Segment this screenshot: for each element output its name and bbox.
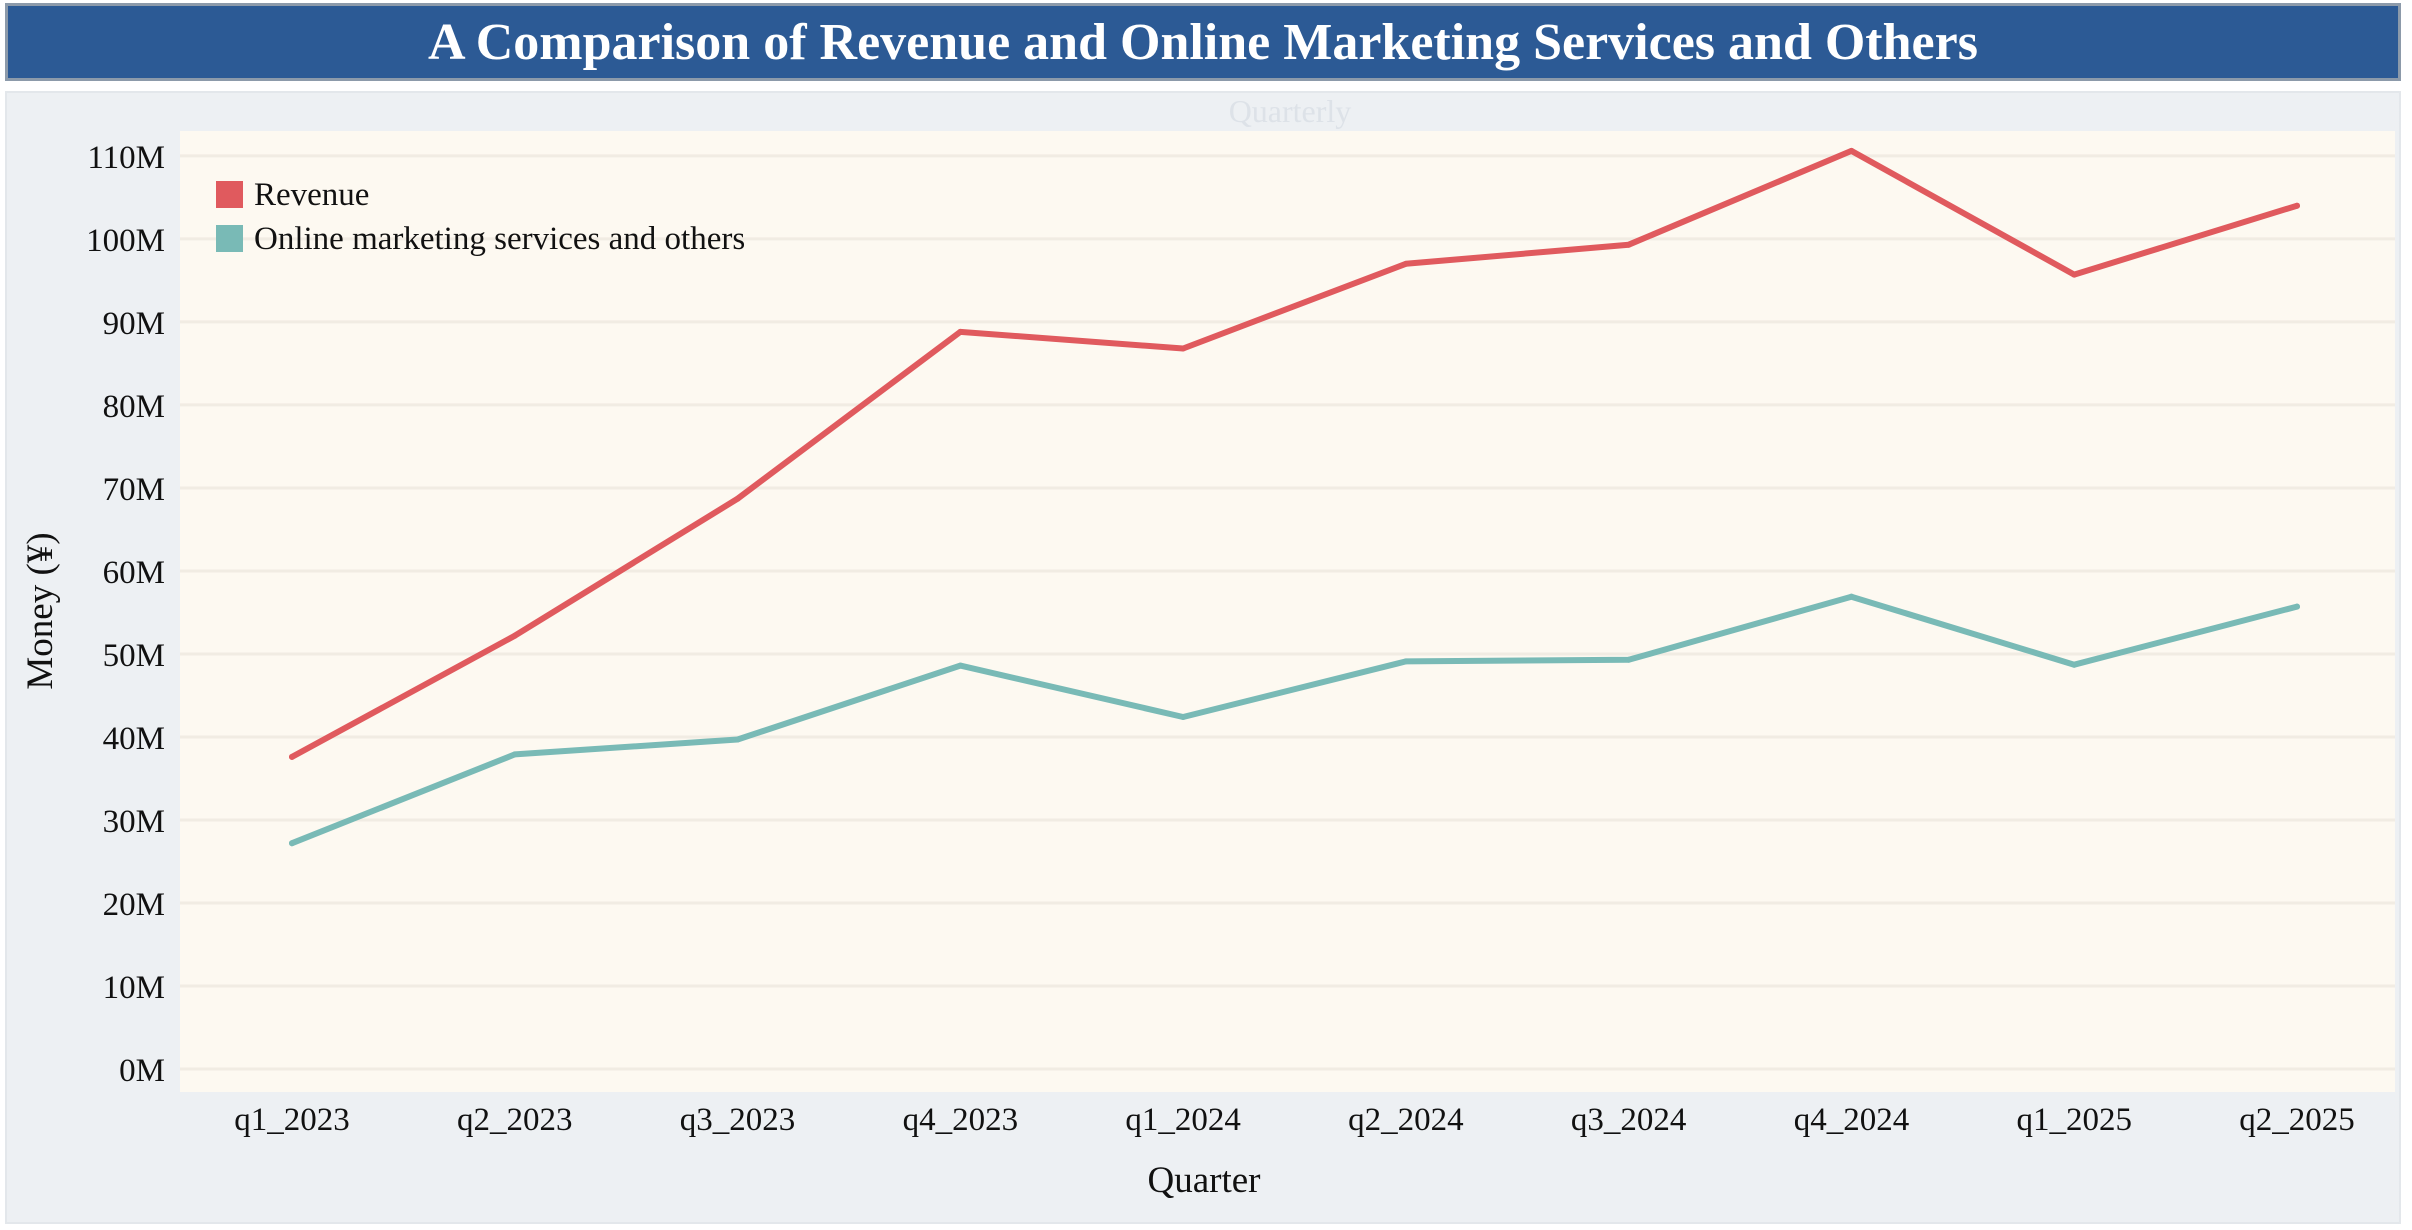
- series-lines: [289, 147, 2300, 847]
- x-axis: q1_2023 q2_2023 q3_2023 q4_2023 q1_2024 q2_20…: [234, 1102, 2355, 1138]
- x-tick-label: q1_2025: [2016, 1102, 2132, 1138]
- legend-swatch: [216, 225, 243, 252]
- legend-swatch: [216, 181, 243, 208]
- data-point: [511, 632, 518, 639]
- y-tick-label: 10M: [103, 970, 165, 1006]
- legend: Revenue Online marketing services and oth…: [216, 177, 745, 257]
- x-tick-label: q4_2024: [1794, 1102, 1910, 1138]
- plot-area: [180, 131, 2395, 1092]
- y-tick-label: 20M: [103, 887, 165, 923]
- series-line-1: [289, 593, 2300, 847]
- y-tick-label: 110M: [87, 140, 165, 176]
- data-point: [734, 736, 741, 743]
- y-tick-label: 0M: [119, 1053, 165, 1089]
- data-point: [2071, 661, 2078, 668]
- y-tick-label: 50M: [103, 638, 165, 674]
- x-tick-label: q3_2024: [1571, 1102, 1687, 1138]
- x-tick-label: q1_2023: [234, 1102, 350, 1138]
- data-point: [2071, 271, 2078, 278]
- series-line-0: [289, 147, 2300, 760]
- chart-title: A Comparison of Revenue and Online Marke…: [428, 13, 1978, 71]
- y-tick-label: 100M: [86, 223, 165, 259]
- x-tick-label: q2_2023: [457, 1102, 573, 1138]
- data-point: [957, 662, 964, 669]
- data-point: [734, 495, 741, 502]
- grid-lines: [180, 154, 2395, 1071]
- y-axis-title: Money (¥): [20, 532, 61, 689]
- legend-label: Online marketing services and others: [254, 221, 745, 257]
- x-tick-label: q2_2024: [1348, 1102, 1464, 1138]
- data-point: [1180, 714, 1187, 721]
- y-axis: 0M 10M 20M 30M 40M 50M 60M 70M 80M 90M 100M 110M: [86, 140, 165, 1089]
- data-point: [289, 840, 295, 847]
- data-point: [2294, 603, 2300, 610]
- chart-subtitle: Quarterly: [1229, 93, 1352, 129]
- legend-label: Revenue: [254, 177, 369, 213]
- data-point: [1848, 593, 1855, 600]
- y-tick-label: 90M: [103, 306, 165, 342]
- y-tick-label: 30M: [103, 804, 165, 840]
- x-tick-label: q1_2024: [1125, 1102, 1241, 1138]
- data-point: [1180, 345, 1187, 352]
- data-point: [1625, 241, 1632, 248]
- data-point: [511, 751, 518, 758]
- data-point: [289, 753, 295, 760]
- data-point: [1625, 656, 1632, 663]
- data-point: [1402, 260, 1409, 267]
- y-tick-label: 40M: [103, 721, 165, 757]
- data-point: [1848, 147, 1855, 154]
- y-tick-label: 70M: [103, 472, 165, 508]
- x-axis-title: Quarter: [1148, 1160, 1261, 1201]
- data-point: [2294, 202, 2300, 209]
- chart-title-bar: A Comparison of Revenue and Online Marke…: [5, 3, 2401, 81]
- y-tick-label: 60M: [103, 555, 165, 591]
- x-tick-label: q2_2025: [2239, 1102, 2355, 1138]
- data-point: [957, 328, 964, 335]
- data-point: [1402, 658, 1409, 665]
- x-tick-label: q4_2023: [903, 1102, 1019, 1138]
- y-tick-label: 80M: [103, 389, 165, 425]
- x-tick-label: q3_2023: [680, 1102, 796, 1138]
